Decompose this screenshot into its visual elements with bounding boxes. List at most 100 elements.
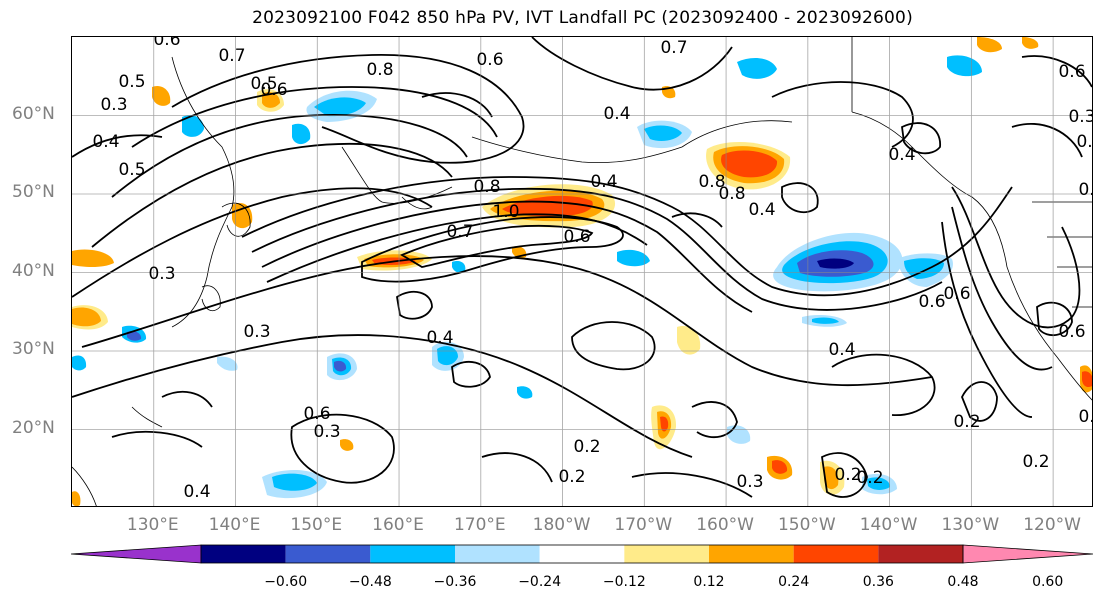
contour-label: 0.4: [92, 132, 119, 152]
neg-fill: [517, 386, 533, 399]
contour-label: 0.4: [426, 328, 453, 348]
colorbar-tick-label: 0.12: [693, 574, 725, 590]
anomaly-fills: [72, 37, 1092, 506]
lat-label: 30°N: [12, 339, 55, 359]
colorbar-outline: [200, 544, 964, 564]
colorbar-tick-label: 0.60: [1032, 574, 1064, 590]
contour-label: 0.4: [828, 340, 855, 360]
pos-fill: [262, 92, 280, 108]
contour-label: 0.3: [736, 472, 763, 492]
contour-label: 0.5: [118, 72, 145, 92]
map-title: 2023092100 F042 850 hPa PV, IVT Landfall…: [252, 8, 913, 28]
contour-label: 0.2: [558, 467, 585, 487]
neg-fill: [947, 55, 982, 77]
map-panel[interactable]: 0.6 0.7 0.8 0.6 0.7 0.5 0.6 0.5 0.3 0.4 0.5 0.4 0.8 1…: [71, 36, 1093, 507]
pos-fill: [772, 460, 788, 474]
contour-label: 0.7: [218, 46, 245, 66]
contour-label: 0.4: [183, 482, 210, 502]
neg-fill: [72, 355, 87, 371]
colorbar-tick-label: 0.36: [862, 574, 894, 590]
colorbar-tick-label: 0.24: [778, 574, 810, 590]
contour-label: 0.2: [573, 437, 600, 457]
pos-fill: [232, 202, 253, 229]
neg-fill: [182, 115, 204, 137]
contour-label: 0.8: [366, 60, 393, 80]
pos-fill: [152, 85, 171, 106]
contour-label: 1.0: [492, 202, 519, 222]
neg-fill: [644, 125, 682, 141]
colorbar-segment: [455, 545, 540, 563]
contour-label: 0.4: [590, 172, 617, 192]
contour-label: 0.8: [718, 184, 745, 204]
contour-label: 0.4: [603, 104, 630, 124]
contour-label: 0.8: [473, 177, 500, 197]
neg-fill: [904, 258, 944, 279]
colorbar-tick-label: −0.60: [264, 574, 308, 590]
contour-label: 0.3: [148, 264, 175, 284]
lat-label: 60°N: [12, 103, 55, 124]
contour-label: 0.6: [943, 284, 970, 304]
contour-label: 0.6: [303, 404, 330, 424]
colorbar: [71, 544, 1093, 564]
colorbar-tick-label: −0.12: [602, 574, 646, 590]
neg-fill: [314, 97, 366, 117]
pos-fill: [677, 326, 701, 355]
pos-fill: [977, 37, 1002, 53]
colorbar-segment: [201, 545, 286, 563]
lon-label: 180°W: [532, 515, 591, 535]
contour-label: 0.3: [243, 322, 270, 342]
neg-fill: [292, 123, 311, 145]
colorbar-segment: [370, 545, 455, 563]
lon-label: 150°W: [777, 515, 836, 535]
contour-label: 0.3: [313, 422, 340, 442]
contour-label: 0.6: [1058, 322, 1085, 342]
colorbar-tick-label: −0.36: [433, 574, 477, 590]
neg-fill: [737, 57, 777, 79]
contour-label: 0.8: [1076, 132, 1093, 152]
contour-labels: 0.60.70.8 0.60.70.5 0.60.50.30.40.50.40.81…: [92, 37, 1093, 502]
lon-label: 160°W: [696, 515, 754, 535]
colorbar-segment: [539, 545, 625, 563]
contour-label: 0.7: [660, 38, 687, 58]
neg-fill: [334, 360, 347, 372]
pos-fill: [824, 466, 839, 490]
lon-label: 170°E: [453, 515, 506, 535]
colorbar-segment: [793, 545, 879, 563]
contour-label: 0.4: [748, 200, 775, 220]
lon-label: 140°E: [208, 515, 261, 535]
contour-label: 0.5: [1078, 407, 1093, 427]
lon-label: 150°E: [290, 515, 343, 535]
coastlines: [72, 37, 1092, 506]
lon-label: 140°W: [859, 515, 918, 535]
pos-fill: [660, 416, 669, 432]
contour-label: 0.5: [118, 160, 145, 180]
neg-fill: [272, 473, 317, 491]
map-canvas: 0.60.70.8 0.60.70.5 0.60.50.30.40.50.40.81…: [72, 37, 1093, 506]
contour-label: 0.6: [476, 50, 503, 70]
colorbar-segment: [709, 545, 794, 563]
lat-label: 50°N: [12, 182, 55, 202]
colorbar-tick-label: 0.48: [947, 574, 979, 590]
pos-fill: [72, 249, 114, 267]
pos-fill: [72, 491, 81, 506]
contour-label: 0.6: [1058, 62, 1085, 82]
pos-fill: [1022, 37, 1039, 49]
pos-fill: [1082, 371, 1092, 388]
neg-fill: [127, 330, 142, 341]
contour-label: 0.6: [153, 37, 180, 50]
contour-label: 0.6: [918, 292, 945, 312]
pos-fill: [721, 150, 778, 178]
colorbar-tick-label: −0.48: [348, 574, 392, 590]
colorbar-extend-low: [71, 544, 202, 564]
gridlines: [72, 37, 1092, 506]
colorbar-tick-label: −0.24: [518, 574, 562, 590]
pos-fill: [340, 439, 354, 451]
contour-label: 0.2: [834, 465, 861, 485]
contour-label: 0.6: [260, 80, 287, 100]
neg-fill: [617, 249, 650, 267]
contour-label: 0.5: [1078, 180, 1093, 200]
contour-label: 0.5: [250, 74, 277, 94]
lon-label: 130°W: [941, 515, 1000, 535]
neg-fill: [217, 356, 238, 371]
colorbar-segment: [624, 545, 709, 563]
